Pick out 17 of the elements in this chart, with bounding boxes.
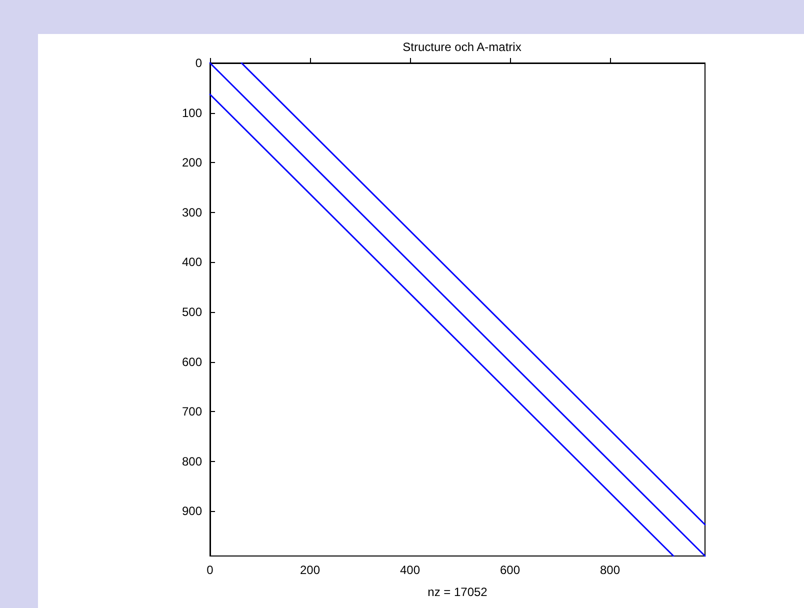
- y-tick-label: 200: [182, 156, 202, 170]
- x-tick-label: 200: [300, 563, 320, 577]
- y-tick-label: 300: [182, 205, 202, 220]
- y-tick-label: 0: [195, 56, 202, 70]
- x-tick-label: 600: [500, 563, 520, 577]
- y-tick-label: 900: [182, 504, 202, 518]
- x-tick-label: 0: [206, 563, 214, 577]
- y-tick-label: 400: [182, 255, 202, 270]
- y-tick-label: 800: [182, 454, 202, 468]
- y-tick-label: 600: [182, 354, 202, 369]
- y-tick-label: 500: [182, 304, 202, 319]
- chart-title: Structure och A-matrix: [402, 40, 522, 54]
- y-tick-label: 700: [182, 404, 202, 419]
- y-tick-label: 100: [182, 106, 202, 120]
- x-tick-label: 400: [400, 563, 420, 577]
- x-tick-label: 800: [600, 563, 620, 577]
- x-axis-title: nz = 17052: [428, 585, 488, 599]
